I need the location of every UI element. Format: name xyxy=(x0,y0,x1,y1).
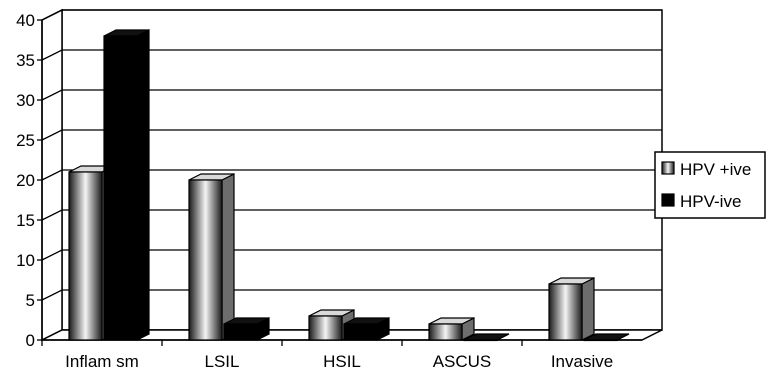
axis-labels: 0 5 10 15 20 25 30 35 40 Inflam sm LSIL HSIL ASCUS In… xyxy=(16,11,613,371)
x-tick-label: Inflam sm xyxy=(65,352,139,371)
bar xyxy=(188,173,235,341)
gridline xyxy=(41,169,662,181)
y-tick-label: 20 xyxy=(16,171,35,190)
gridline xyxy=(41,209,662,221)
bar-front xyxy=(308,315,343,341)
bar xyxy=(463,333,510,342)
bar-front xyxy=(343,323,378,341)
x-tick-label: Invasive xyxy=(551,352,613,371)
y-tick-label: 15 xyxy=(16,211,35,230)
bar-front xyxy=(103,35,138,341)
y-tick-label: 25 xyxy=(16,131,35,150)
gridline xyxy=(41,49,662,61)
bar-front xyxy=(548,283,583,341)
bar-front xyxy=(463,339,498,342)
y-tick-label: 10 xyxy=(16,251,35,270)
legend-label-hpv-positive: HPV +ive xyxy=(680,160,751,179)
bar-front xyxy=(68,171,103,341)
bar-front xyxy=(223,323,258,341)
bar xyxy=(428,317,475,341)
y-tick-label: 5 xyxy=(26,291,35,310)
legend: HPV +ive HPV-ive xyxy=(654,151,766,219)
legend-swatch-hpv-positive xyxy=(661,161,675,175)
y-tick-label: 30 xyxy=(16,91,35,110)
gridline xyxy=(41,89,662,101)
legend-label-hpv-negative: HPV-ive xyxy=(680,192,741,211)
bar-side xyxy=(136,29,150,341)
bar-side xyxy=(221,173,235,341)
x-tick-label: ASCUS xyxy=(433,352,492,371)
bar-front xyxy=(583,339,618,342)
y-tick-label: 40 xyxy=(16,11,35,30)
gridlines xyxy=(41,8,663,342)
bar xyxy=(103,29,150,341)
gridline xyxy=(41,289,662,301)
bar xyxy=(583,333,630,342)
bar-side xyxy=(581,277,595,341)
bar-front xyxy=(188,179,223,341)
gridline xyxy=(41,129,662,141)
gridline xyxy=(41,9,662,21)
bars xyxy=(68,29,630,342)
x-tick-label: LSIL xyxy=(205,352,240,371)
legend-swatch-hpv-negative xyxy=(661,193,675,207)
bar-front xyxy=(428,323,463,341)
y-tick-label: 0 xyxy=(26,331,35,350)
x-tick-label: HSIL xyxy=(323,352,361,371)
bar xyxy=(548,277,595,341)
gridline xyxy=(41,249,662,261)
bar xyxy=(223,317,270,341)
bar xyxy=(343,317,390,341)
y-tick-label: 35 xyxy=(16,51,35,70)
